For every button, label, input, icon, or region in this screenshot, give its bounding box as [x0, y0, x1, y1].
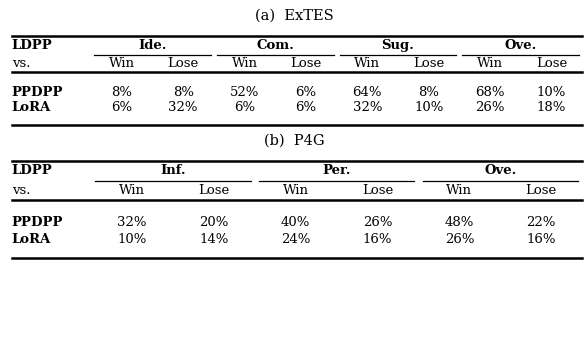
Text: LDPP: LDPP [12, 39, 52, 52]
Text: 10%: 10% [414, 101, 443, 114]
Text: 26%: 26% [363, 216, 392, 229]
Text: PPDPP: PPDPP [12, 216, 64, 229]
Text: 40%: 40% [281, 216, 310, 229]
Text: Lose: Lose [526, 184, 557, 197]
Text: 48%: 48% [445, 216, 474, 229]
Text: 8%: 8% [418, 86, 439, 99]
Text: Win: Win [109, 57, 135, 70]
Text: 26%: 26% [445, 233, 474, 246]
Text: 32%: 32% [353, 101, 382, 114]
Text: (b)  P4G: (b) P4G [263, 133, 325, 147]
Text: Win: Win [119, 184, 145, 197]
Text: 6%: 6% [234, 101, 255, 114]
Text: 10%: 10% [537, 86, 566, 99]
Text: 32%: 32% [117, 216, 147, 229]
Text: Win: Win [355, 57, 380, 70]
Text: Ide.: Ide. [138, 39, 167, 52]
Text: 20%: 20% [199, 216, 229, 229]
Text: 16%: 16% [526, 233, 556, 246]
Text: 6%: 6% [295, 101, 316, 114]
Text: PPDPP: PPDPP [12, 86, 64, 99]
Text: vs.: vs. [12, 184, 30, 197]
Text: 52%: 52% [230, 86, 259, 99]
Text: Win: Win [283, 184, 309, 197]
Text: Lose: Lose [290, 57, 322, 70]
Text: 6%: 6% [295, 86, 316, 99]
Text: Lose: Lose [168, 57, 199, 70]
Text: 16%: 16% [363, 233, 392, 246]
Text: 32%: 32% [168, 101, 198, 114]
Text: LoRA: LoRA [12, 101, 51, 114]
Text: 8%: 8% [173, 86, 193, 99]
Text: 8%: 8% [111, 86, 132, 99]
Text: 14%: 14% [199, 233, 229, 246]
Text: Ove.: Ove. [505, 39, 537, 52]
Text: 18%: 18% [537, 101, 566, 114]
Text: vs.: vs. [12, 57, 30, 70]
Text: 24%: 24% [281, 233, 310, 246]
Text: Win: Win [477, 57, 503, 70]
Text: 10%: 10% [118, 233, 147, 246]
Text: Win: Win [446, 184, 472, 197]
Text: Per.: Per. [322, 165, 351, 177]
Text: Ove.: Ove. [484, 165, 516, 177]
Text: 68%: 68% [475, 86, 505, 99]
Text: Inf.: Inf. [160, 165, 186, 177]
Text: 22%: 22% [526, 216, 556, 229]
Text: Lose: Lose [198, 184, 229, 197]
Text: 64%: 64% [353, 86, 382, 99]
Text: Lose: Lose [536, 57, 567, 70]
Text: LoRA: LoRA [12, 233, 51, 246]
Text: Win: Win [232, 57, 258, 70]
Text: 6%: 6% [111, 101, 132, 114]
Text: Lose: Lose [413, 57, 445, 70]
Text: (a)  ExTES: (a) ExTES [255, 9, 333, 22]
Text: Lose: Lose [362, 184, 393, 197]
Text: Com.: Com. [256, 39, 294, 52]
Text: 26%: 26% [475, 101, 505, 114]
Text: Sug.: Sug. [382, 39, 415, 52]
Text: LDPP: LDPP [12, 165, 52, 177]
